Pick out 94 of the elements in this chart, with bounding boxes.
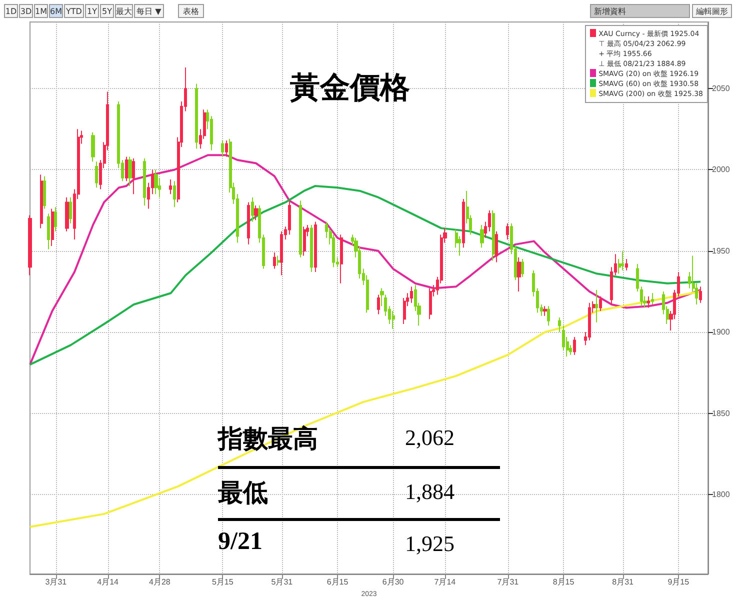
y-tick-label: 1800 <box>712 490 730 499</box>
text: 編輯圖形 <box>692 4 732 18</box>
text: 每日 ▼ <box>134 4 164 18</box>
x-tick-label: 6月30 <box>382 578 404 586</box>
candlestick <box>303 226 306 256</box>
y-tick-label: 2050 <box>712 84 730 94</box>
x-tick-label: 4月14 <box>97 578 120 586</box>
text: 6M <box>49 4 63 18</box>
candlestick <box>392 310 395 330</box>
text: 黃金價格 <box>290 70 410 106</box>
y-tick-label: 1900 <box>712 328 730 337</box>
candlestick <box>314 221 317 273</box>
y-tick-label: 1950 <box>712 246 730 256</box>
candlestick <box>647 296 650 308</box>
text: 1D <box>4 4 18 18</box>
candlestick <box>340 234 343 284</box>
candlestick <box>429 288 432 320</box>
candlestick <box>273 252 276 270</box>
candlestick <box>558 316 561 333</box>
candlestick <box>254 204 258 221</box>
text: 新增資料 <box>590 4 690 18</box>
candlestick <box>154 169 158 195</box>
text: 表格 <box>178 4 204 18</box>
candlestick <box>288 200 291 236</box>
x-tick-label: 4月28 <box>148 578 171 586</box>
candlestick <box>547 306 550 326</box>
candlestick <box>410 286 413 304</box>
x-tick-label: 3月31 <box>45 578 68 586</box>
candlestick <box>462 198 465 248</box>
candlestick <box>636 263 639 292</box>
candlestick <box>543 306 547 316</box>
x-tick-label: 8月31 <box>612 578 634 586</box>
candlestick <box>28 214 32 276</box>
candlestick <box>173 180 176 208</box>
candlestick <box>143 158 146 206</box>
candlestick <box>247 202 250 245</box>
candlestick <box>169 178 172 195</box>
candlestick <box>480 224 484 248</box>
candlestick <box>595 289 598 323</box>
candlestick <box>221 140 224 158</box>
y-tick-label: 1850 <box>712 408 730 418</box>
candlestick <box>506 222 509 240</box>
candlestick <box>521 258 524 278</box>
candlestick <box>377 294 380 315</box>
candlestick <box>132 158 135 195</box>
candlestick <box>599 296 602 312</box>
annotation: 1,884 <box>405 479 454 505</box>
candlestick <box>573 336 576 356</box>
text: 1Y <box>85 4 99 18</box>
annotation: 最低 <box>218 479 268 509</box>
annotation: 2,062 <box>405 425 454 451</box>
candlestick <box>51 208 54 247</box>
text: 1M <box>34 4 48 18</box>
candlestick <box>125 156 128 182</box>
candlestick <box>195 83 198 150</box>
candlestick <box>91 132 95 162</box>
candlestick <box>47 213 50 250</box>
x-tick-label: 7月31 <box>497 578 520 586</box>
text: 最大 <box>115 4 133 18</box>
candlestick <box>621 250 624 271</box>
candlestick <box>651 292 654 305</box>
candlestick <box>280 230 283 276</box>
candlestick <box>95 161 98 188</box>
candlestick <box>277 255 280 266</box>
candlestick <box>40 174 43 229</box>
text: 5Y <box>100 4 114 18</box>
candlestick <box>699 286 702 304</box>
x-tick-label: 9月15 <box>668 578 690 586</box>
candlestick <box>517 256 521 292</box>
candlestick <box>54 206 57 232</box>
text: YTD <box>64 4 84 18</box>
candlestick <box>299 200 302 258</box>
x-tick-label: 5月15 <box>212 578 234 586</box>
annotation: 1,925 <box>405 531 454 557</box>
candlestick <box>310 224 313 273</box>
candlestick <box>128 156 132 186</box>
x-tick-label: 5月31 <box>271 578 294 586</box>
x-tick-label: 8月15 <box>552 578 575 586</box>
candlestick <box>640 286 643 307</box>
candlestick <box>492 210 495 262</box>
candlestick <box>625 258 628 271</box>
candlestick <box>251 196 254 222</box>
y-tick-label: 2000 <box>712 165 730 174</box>
x-tick-label: 7月14 <box>434 578 456 586</box>
candlestick <box>69 196 72 224</box>
candlestick <box>495 230 498 263</box>
annotation: 9/21 <box>218 528 262 556</box>
candlestick <box>43 176 46 210</box>
line-series <box>29 290 702 528</box>
candlestick <box>225 140 228 158</box>
candlestick <box>65 196 69 232</box>
text: 3D <box>19 4 33 18</box>
candlestick <box>588 302 591 341</box>
x-tick-label: 6月15 <box>326 578 349 586</box>
